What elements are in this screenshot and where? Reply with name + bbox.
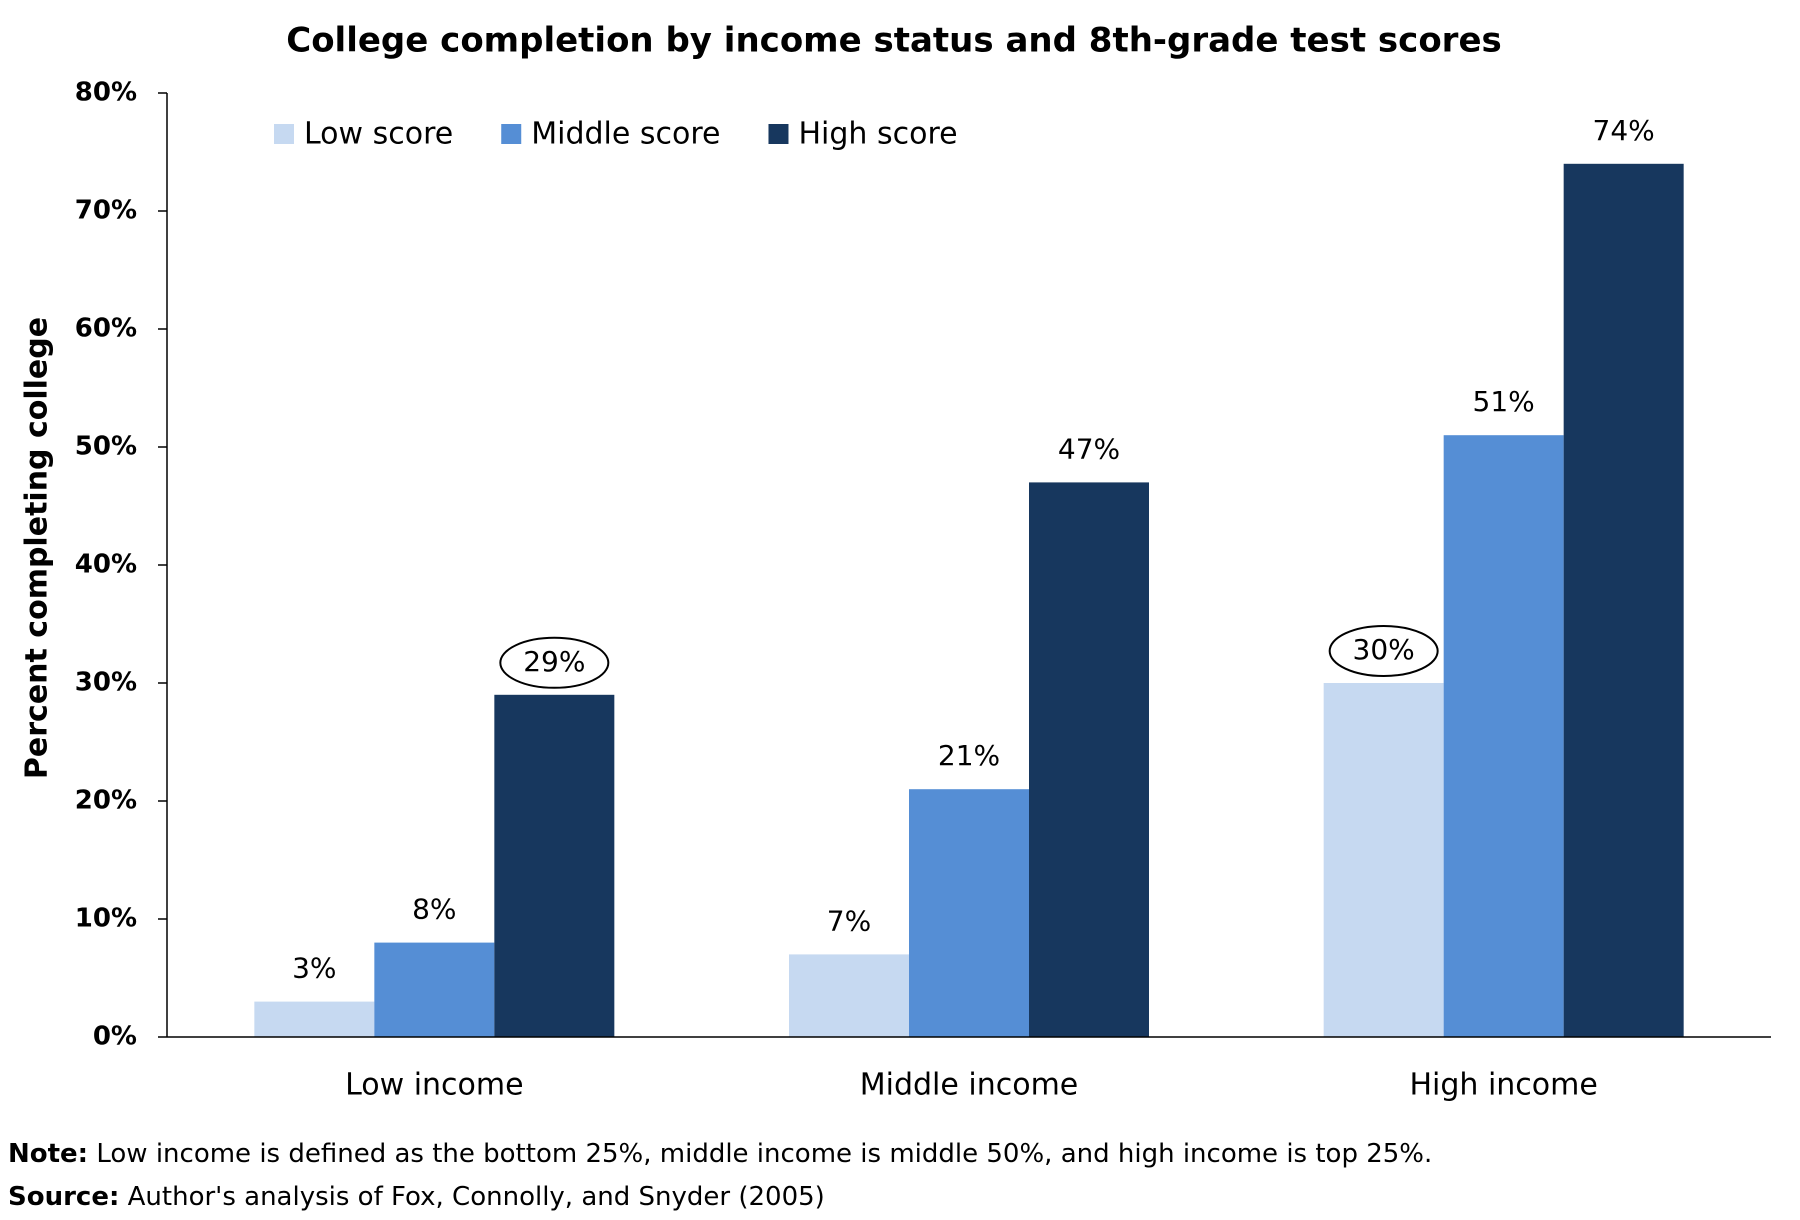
label-circle bbox=[1328, 625, 1439, 677]
legend-label: Middle score bbox=[531, 117, 720, 152]
source: Source: Author's analysis of Fox, Connol… bbox=[8, 1182, 825, 1212]
bar bbox=[1029, 482, 1149, 1037]
legend-label: Low score bbox=[304, 117, 453, 152]
value-label: 30% bbox=[1353, 633, 1415, 666]
x-tick-label: Low income bbox=[345, 1068, 524, 1103]
bar bbox=[909, 789, 1029, 1037]
legend-swatch bbox=[768, 124, 789, 144]
label-circle bbox=[499, 636, 610, 689]
value-label: 74% bbox=[1593, 114, 1655, 147]
value-label: 51% bbox=[1473, 385, 1535, 418]
y-axis-label: Percent completing college bbox=[20, 317, 55, 779]
source-label: Source: bbox=[8, 1182, 119, 1212]
y-tick-label: 70% bbox=[75, 196, 137, 226]
bar bbox=[1563, 163, 1684, 1038]
note-label: Note: bbox=[8, 1139, 88, 1169]
bar bbox=[789, 954, 909, 1037]
legend-label: High score bbox=[798, 117, 957, 152]
chart-title: College completion by income status and … bbox=[286, 21, 1502, 61]
y-tick-label: 80% bbox=[75, 78, 137, 108]
value-label: 8% bbox=[412, 893, 456, 926]
note: Note: Low income is defined as the botto… bbox=[8, 1139, 1432, 1169]
legend-swatch bbox=[274, 124, 294, 144]
value-label: 47% bbox=[1058, 432, 1120, 465]
note-text: Low income is defined as the bottom 25%,… bbox=[96, 1139, 1432, 1169]
y-tick-label: 60% bbox=[75, 314, 137, 344]
y-tick-label: 30% bbox=[75, 668, 137, 698]
value-label: 21% bbox=[938, 739, 1000, 772]
y-tick-label: 10% bbox=[75, 904, 137, 934]
value-label: 3% bbox=[292, 952, 336, 985]
x-tick-label: Middle income bbox=[860, 1068, 1079, 1103]
y-tick-label: 50% bbox=[75, 432, 137, 462]
value-label: 29% bbox=[523, 645, 585, 678]
legend-swatch bbox=[501, 124, 522, 144]
bar bbox=[374, 942, 495, 1037]
y-tick-label: 40% bbox=[75, 550, 137, 580]
bar bbox=[494, 694, 615, 1037]
source-text: Author's analysis of Fox, Connolly, and … bbox=[128, 1182, 825, 1212]
bar bbox=[1443, 435, 1564, 1037]
x-tick-label: High income bbox=[1409, 1068, 1597, 1103]
bar bbox=[254, 1001, 375, 1037]
bar bbox=[1323, 683, 1444, 1037]
y-tick-label: 20% bbox=[75, 786, 137, 816]
value-label: 7% bbox=[827, 904, 871, 937]
y-tick-label: 0% bbox=[93, 1022, 137, 1052]
